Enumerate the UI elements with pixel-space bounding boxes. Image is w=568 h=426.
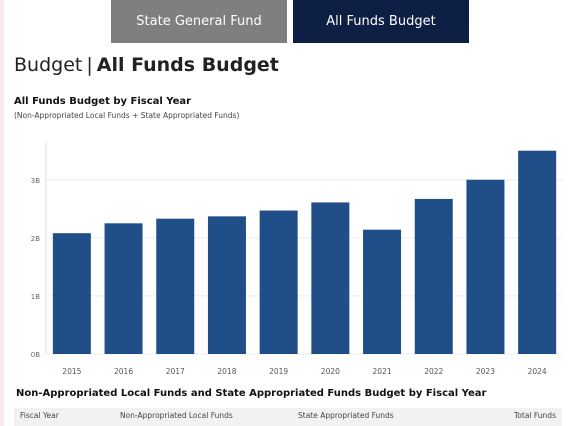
table-title: Non-Appropriated Local Funds and State A… xyxy=(16,388,487,399)
page-title: Budget | All Funds Budget xyxy=(14,54,279,76)
x-tick-label: 2024 xyxy=(528,367,547,376)
y-tick-label: 3B xyxy=(31,177,40,185)
y-tick-label: 1B xyxy=(31,293,40,301)
x-tick-label: 2020 xyxy=(321,367,340,376)
bar-2024[interactable] xyxy=(518,150,557,354)
page-title-separator: | xyxy=(86,54,93,76)
chart-subtitle: (Non-Appropriated Local Funds + State Ap… xyxy=(14,111,240,120)
y-tick-label: 0B xyxy=(31,351,40,359)
bar-2018[interactable] xyxy=(207,216,246,354)
bar-2015[interactable] xyxy=(52,233,91,354)
y-tick-label: 2B xyxy=(31,235,40,243)
left-edge-strip xyxy=(0,0,4,426)
x-tick-label: 2015 xyxy=(62,367,81,376)
x-tick-label: 2017 xyxy=(166,367,185,376)
table-header-state-appropriated[interactable]: State Appropriated Funds xyxy=(298,411,394,420)
x-tick-label: 2019 xyxy=(269,367,288,376)
x-tick-label: 2022 xyxy=(424,367,443,376)
page-title-main: All Funds Budget xyxy=(96,54,279,76)
table-header-total-funds[interactable]: Total Funds xyxy=(514,411,556,420)
bar-2022[interactable] xyxy=(414,198,453,354)
tab-all-funds-budget[interactable]: All Funds Budget xyxy=(293,0,469,43)
chart-title: All Funds Budget by Fiscal Year xyxy=(14,96,192,107)
bar-2020[interactable] xyxy=(311,202,350,354)
table-header-row: Fiscal Year Non-Appropriated Local Funds… xyxy=(14,408,562,426)
x-tick-label: 2018 xyxy=(217,367,236,376)
bar-2019[interactable] xyxy=(259,210,298,354)
x-tick-label: 2023 xyxy=(476,367,495,376)
bar-2017[interactable] xyxy=(156,218,195,354)
bar-2021[interactable] xyxy=(363,229,402,354)
bar-2023[interactable] xyxy=(466,179,505,354)
tab-state-general-fund[interactable]: State General Fund xyxy=(111,0,287,43)
bar-chart: 0B 1B 2B 3B 2015 2016 2017 2018 2019 2020 2021 2022… xyxy=(31,142,563,376)
page-title-prefix: Budget xyxy=(14,54,83,76)
table-header-non-appropriated[interactable]: Non-Appropriated Local Funds xyxy=(120,411,233,420)
x-tick-label: 2016 xyxy=(114,367,133,376)
x-tick-label: 2021 xyxy=(373,367,392,376)
table-header-fiscal-year[interactable]: Fiscal Year xyxy=(20,411,59,420)
bar-2016[interactable] xyxy=(104,223,143,354)
